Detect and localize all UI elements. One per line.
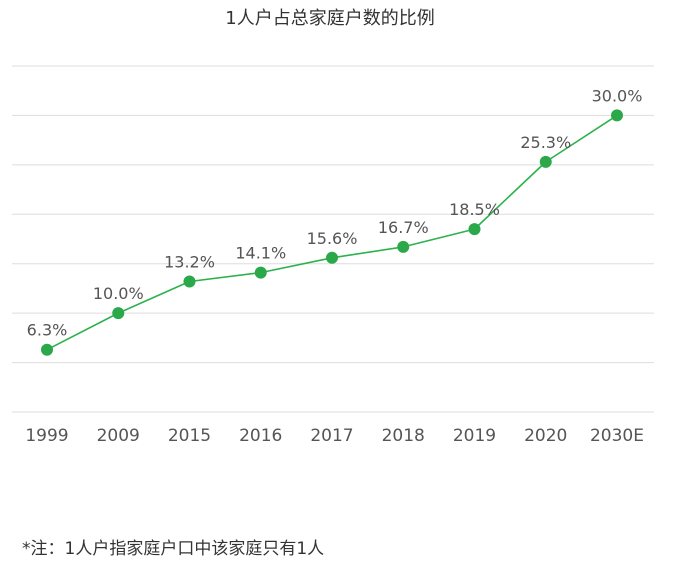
x-tick-label: 1999 — [25, 426, 68, 446]
x-tick-label: 2030E — [590, 426, 644, 446]
data-point-2020 — [539, 155, 552, 168]
data-point-1999 — [41, 343, 53, 356]
data-labels-layer: 6.3% 10.0% 13.2% 14.1% 15.6% 16.7% 18.5% 25.3% 3… — [27, 86, 643, 339]
data-label-2016: 14.1% — [235, 244, 286, 263]
chart-title: 1人户占总家庭户数的比例 — [225, 8, 434, 29]
x-tick-label: 2016 — [239, 426, 282, 446]
x-tick-label: 2017 — [310, 426, 353, 446]
x-axis-ticks: 1999 2009 2015 2016 2017 2018 2019 2020 2030E — [25, 426, 644, 446]
data-label-2017: 15.6% — [307, 229, 358, 248]
data-label-2009: 10.0% — [93, 284, 144, 303]
markers-layer — [41, 109, 623, 356]
data-point-2017 — [326, 251, 338, 264]
data-point-2018 — [397, 240, 410, 253]
x-tick-label: 2019 — [453, 426, 496, 446]
data-label-2020: 25.3% — [520, 133, 571, 152]
data-label-2030E: 30.0% — [592, 86, 643, 105]
data-label-2018: 16.7% — [378, 218, 429, 237]
x-tick-label: 2020 — [524, 426, 567, 446]
data-label-2019: 18.5% — [449, 200, 500, 219]
data-label-2015: 13.2% — [164, 253, 215, 272]
x-tick-label: 2018 — [382, 426, 425, 446]
data-point-2009 — [112, 307, 125, 320]
x-tick-label: 2009 — [97, 426, 140, 446]
data-point-2030E — [611, 109, 623, 122]
data-point-2015 — [183, 275, 196, 288]
data-point-2016 — [254, 266, 267, 279]
footnote: *注：1人户指家庭户口中该家庭只有1人 — [22, 539, 325, 559]
data-label-1999: 6.3% — [27, 321, 68, 340]
x-tick-label: 2015 — [168, 426, 211, 446]
data-point-2019 — [468, 223, 481, 236]
